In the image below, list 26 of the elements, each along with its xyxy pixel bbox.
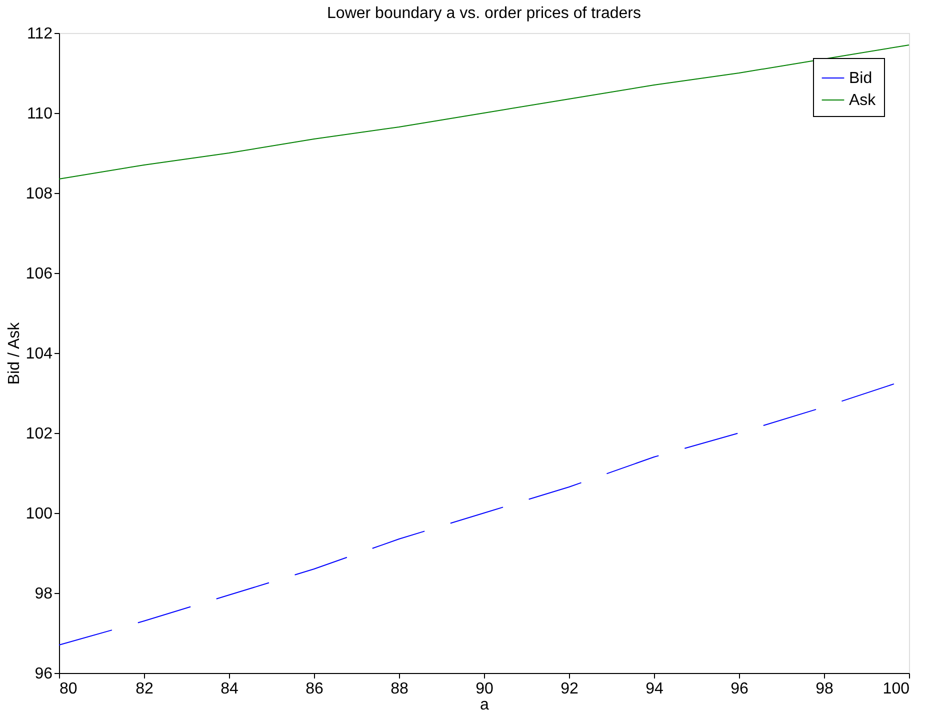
y-tick-label: 96 — [34, 666, 53, 682]
legend-label: Ask — [849, 92, 877, 109]
legend-label: Bid — [849, 70, 872, 87]
x-tick-label: 98 — [816, 680, 834, 698]
x-tick-label: 84 — [220, 680, 238, 698]
y-tick-label: 106 — [26, 266, 53, 282]
x-tick-label: 94 — [646, 680, 664, 698]
y-tick-label: 98 — [34, 586, 53, 602]
y-tick-label: 112 — [26, 26, 53, 42]
x-tick-label: 88 — [390, 680, 408, 698]
x-axis-title: a — [480, 696, 490, 714]
x-tick-label: 96 — [730, 680, 748, 698]
x-tick-label: 90 — [476, 680, 494, 698]
x-tick-label: 86 — [306, 680, 324, 698]
x-tick-label: 92 — [560, 680, 578, 698]
y-tick-label: 100 — [26, 506, 53, 522]
y-axis-title: Bid / Ask — [6, 321, 23, 385]
x-tick-label: 80 — [60, 680, 78, 698]
y-tick-label: 110 — [26, 106, 53, 122]
y-tick-label: 102 — [26, 426, 53, 442]
y-tick-label: 104 — [26, 346, 53, 362]
x-tick-label: 82 — [136, 680, 154, 698]
line-series — [58, 44, 910, 180]
chart-title: Lower boundary a vs. order prices of traders — [327, 5, 641, 22]
y-tick-label: 108 — [26, 186, 53, 202]
x-tick-label: 100 — [882, 680, 910, 698]
